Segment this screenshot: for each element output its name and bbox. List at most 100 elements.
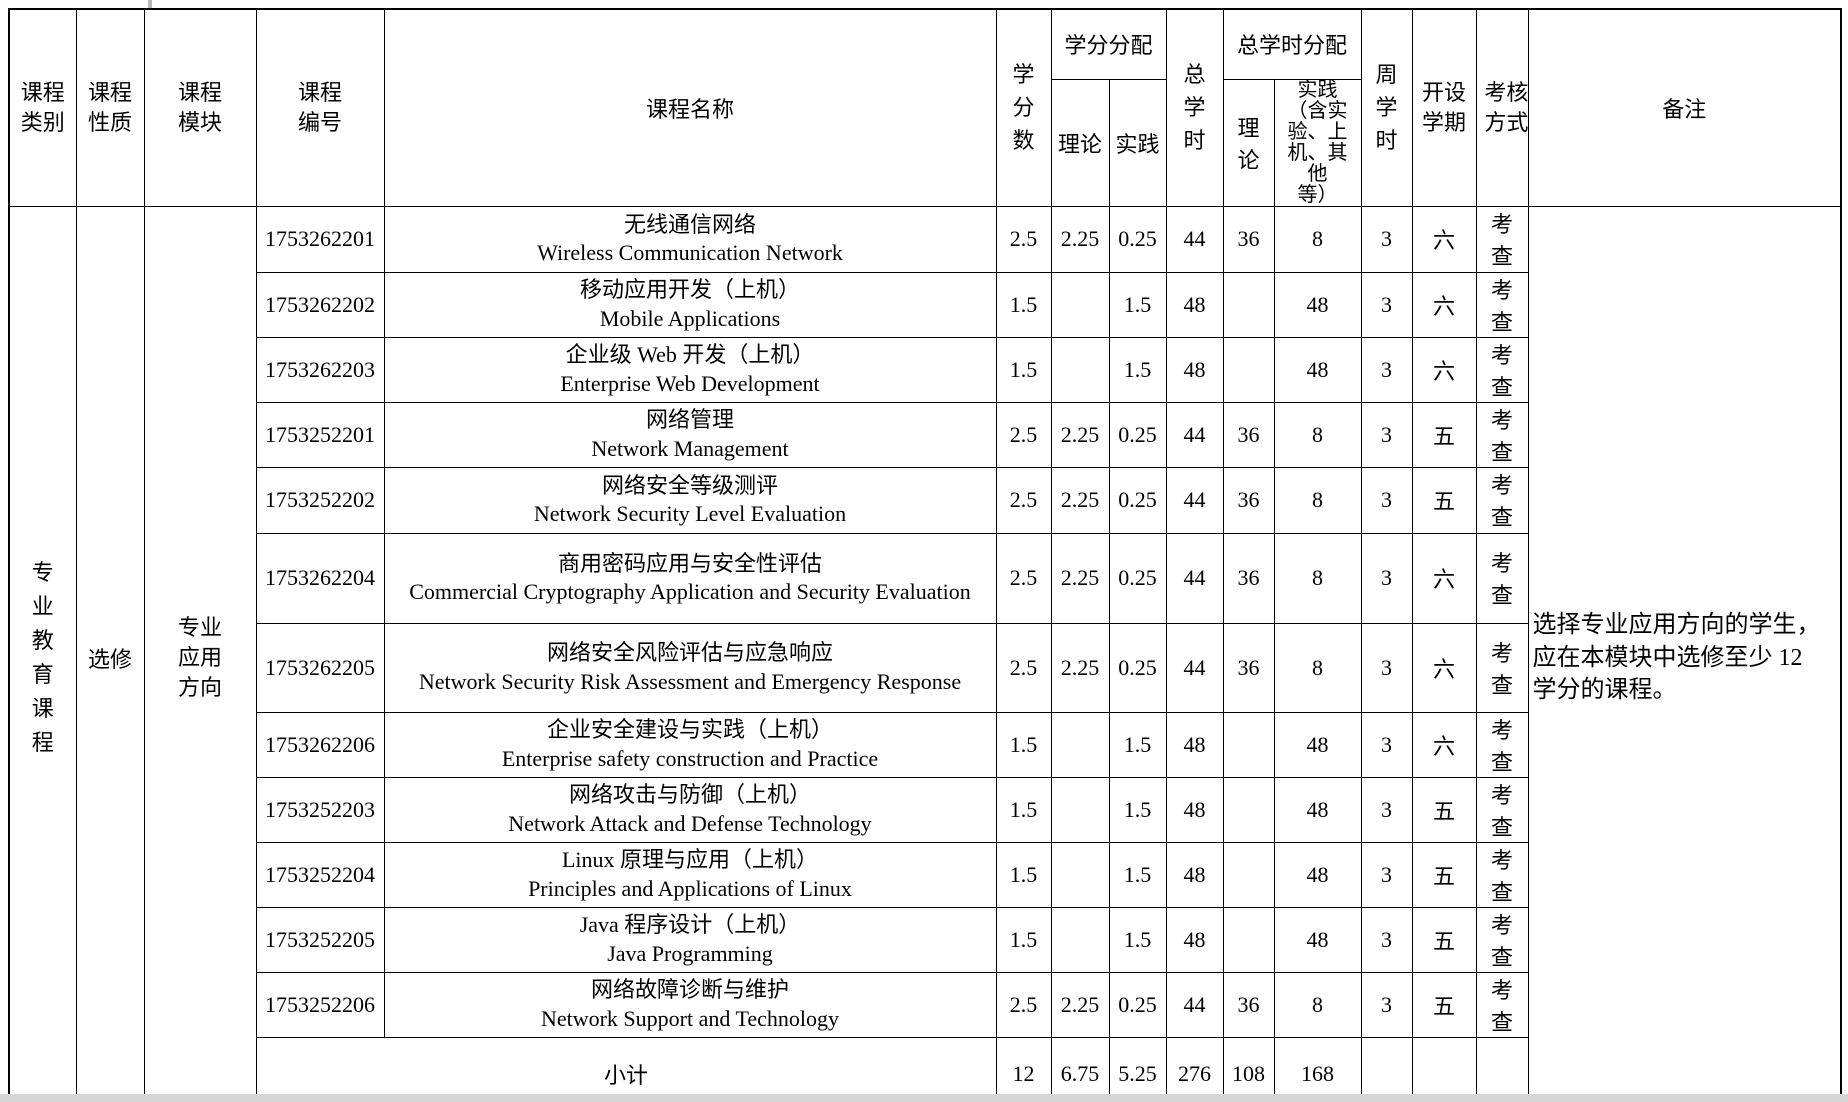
course-code-cell: 1753252201	[255, 401, 385, 468]
hours-theory-cell: 36	[1222, 622, 1275, 713]
credits-cell: 2.5	[995, 205, 1052, 273]
semester-cell: 五	[1411, 841, 1477, 908]
course-name-zh: 企业级 Web 开发（上机）	[565, 342, 815, 368]
credit-practice-cell: 0.25	[1108, 622, 1167, 713]
hours-theory-cell: 36	[1222, 401, 1275, 468]
hours-practice-cell: 8	[1273, 466, 1362, 534]
weekly-hours-cell: 3	[1360, 205, 1413, 273]
header-row-top: 课程类别 课程性质 课程模块 课程编号 课程名称 学分数 学分分配 总学时 总学…	[8, 8, 1842, 207]
assessment-cell: 考查	[1475, 271, 1529, 338]
credit-theory-cell	[1050, 906, 1110, 973]
col-header-nature: 课程性质	[75, 8, 145, 207]
subtotal-credit-practice-cell: 5.25	[1108, 1036, 1167, 1102]
hours-practice-cell: 48	[1273, 711, 1362, 778]
credits-cell: 1.5	[995, 336, 1052, 403]
credit-practice-cell: 0.25	[1108, 401, 1167, 468]
course-name-zh: 企业安全建设与实践（上机）	[546, 717, 833, 743]
course-name-zh: Linux 原理与应用（上机）	[561, 847, 819, 873]
hours-theory-cell	[1222, 906, 1275, 973]
credit-practice-cell: 0.25	[1108, 971, 1167, 1038]
credit-theory-cell	[1050, 711, 1110, 778]
col-header-weekly-hours: 周学时	[1360, 8, 1413, 207]
remarks-line: 应在本模块中选修至少 12	[1532, 644, 1803, 671]
subtotal-hours-theory-cell: 108	[1222, 1036, 1275, 1102]
hours-practice-cell: 48	[1273, 841, 1362, 908]
col-header-module: 课程模块	[143, 8, 257, 207]
course-code-cell: 1753252205	[255, 906, 385, 973]
assessment-cell: 考查	[1475, 776, 1529, 843]
col-header-name: 课程名称	[383, 8, 997, 207]
hours-practice-cell: 48	[1273, 271, 1362, 338]
window-bottom-strip	[0, 1094, 1848, 1102]
course-name-cell: 网络管理 Network Management	[383, 401, 997, 468]
hours-theory-cell	[1222, 776, 1275, 843]
hours-theory-cell: 36	[1222, 971, 1275, 1038]
weekly-hours-cell: 3	[1360, 401, 1413, 468]
col-header-assessment: 考核方式	[1475, 8, 1529, 207]
course-name-zh: 移动应用开发（上机）	[579, 277, 800, 303]
header-row-sub: 理论 实践 理论 实践 （含实 验、上 机、其他 等）	[9, 78, 1841, 207]
course-name-en: Enterprise Web Development	[560, 370, 820, 396]
course-name-cell: 网络故障诊断与维护 Network Support and Technology	[383, 971, 997, 1038]
course-name-zh: 网络故障诊断与维护	[590, 977, 789, 1003]
credit-practice-cell: 1.5	[1108, 776, 1167, 843]
credit-theory-cell: 2.25	[1050, 622, 1110, 713]
course-name-cell: Java 程序设计（上机） Java Programming	[383, 906, 997, 973]
course-code-cell: 1753252203	[255, 776, 385, 843]
col-header-category: 课程类别	[8, 8, 77, 207]
remarks-line: 选择专业应用方向的学生，	[1532, 612, 1821, 639]
course-name-zh: 无线通信网络	[623, 211, 756, 237]
subtotal-credits-cell: 12	[995, 1036, 1052, 1102]
credit-practice-cell: 1.5	[1108, 271, 1167, 338]
course-name-cell: 企业安全建设与实践（上机） Enterprise safety construc…	[383, 711, 997, 778]
course-code-cell: 1753262203	[255, 336, 385, 403]
course-code-cell: 1753262201	[255, 205, 385, 273]
credits-cell: 1.5	[995, 271, 1052, 338]
course-name-zh: 网络攻击与防御（上机）	[568, 782, 811, 808]
credit-practice-cell: 1.5	[1108, 711, 1167, 778]
col-header-total-hours: 总学时	[1165, 8, 1224, 207]
subheader-credit-theory: 理论	[1050, 78, 1110, 207]
col-header-remarks: 备注	[1527, 8, 1842, 207]
credit-theory-cell	[1050, 776, 1110, 843]
assessment-cell: 考查	[1475, 711, 1529, 778]
course-name-en: Commercial Cryptography Application and …	[409, 579, 971, 604]
course-name-en: Principles and Applications of Linux	[528, 875, 852, 901]
total-hours-cell: 44	[1165, 622, 1224, 713]
course-name-cell: 移动应用开发（上机） Mobile Applications	[383, 271, 997, 338]
assessment-cell: 考查	[1475, 466, 1529, 534]
weekly-hours-cell: 3	[1360, 841, 1413, 908]
course-name-en: Java Programming	[607, 940, 773, 966]
semester-cell: 六	[1411, 271, 1477, 338]
total-hours-cell: 48	[1165, 336, 1224, 403]
hours-practice-cell: 8	[1273, 401, 1362, 468]
weekly-hours-cell: 3	[1360, 622, 1413, 713]
semester-cell: 六	[1411, 622, 1477, 713]
weekly-hours-cell: 3	[1360, 776, 1413, 843]
subtotal-row: 小计 12 6.75 5.25 276 108 168	[9, 1036, 1841, 1102]
course-code-cell: 1753262202	[255, 271, 385, 338]
credit-theory-cell	[1050, 271, 1110, 338]
course-name-en: Enterprise safety construction and Pract…	[501, 745, 879, 771]
subtotal-label-cell: 小计	[255, 1036, 997, 1102]
semester-cell: 六	[1411, 711, 1477, 778]
total-hours-cell: 44	[1165, 205, 1224, 273]
credit-practice-cell: 0.25	[1108, 466, 1167, 534]
col-header-semester: 开设学期	[1411, 8, 1477, 207]
course-name-en: Wireless Communication Network	[537, 240, 843, 265]
credits-cell: 2.5	[995, 532, 1052, 624]
semester-cell: 六	[1411, 205, 1477, 273]
curriculum-table: 课程类别 课程性质 课程模块 课程编号 课程名称 学分数 学分分配 总学时 总学…	[8, 8, 1843, 1102]
weekly-hours-cell: 3	[1360, 906, 1413, 973]
course-name-en: Network Management	[591, 435, 789, 461]
course-code-cell: 1753262205	[255, 622, 385, 713]
hours-theory-cell	[1222, 271, 1275, 338]
course-name-cell: Linux 原理与应用（上机） Principles and Applicati…	[383, 841, 997, 908]
course-code-cell: 1753252202	[255, 466, 385, 534]
assessment-cell: 考查	[1475, 336, 1529, 403]
course-name-zh: 网络管理	[645, 407, 734, 433]
credits-cell: 1.5	[995, 906, 1052, 973]
nature-cell: 选修	[75, 205, 145, 1102]
total-hours-cell: 48	[1165, 776, 1224, 843]
credit-theory-cell: 2.25	[1050, 971, 1110, 1038]
